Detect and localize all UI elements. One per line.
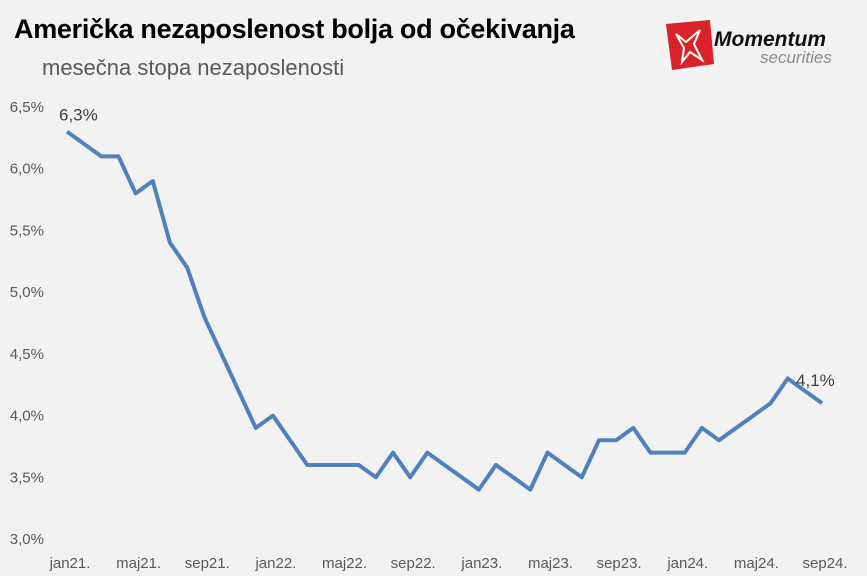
y-tick-label: 3,5% [10, 469, 44, 486]
svg-text:securities: securities [760, 48, 832, 67]
y-tick-label: 5,0% [10, 284, 44, 301]
chart-subtitle: mesečna stopa nezaposlenosti [42, 55, 345, 80]
y-tick-label: 6,0% [10, 161, 44, 178]
x-tick-label: jan24. [666, 555, 708, 572]
data-label: 4,1% [796, 371, 835, 390]
x-tick-label: jan23. [460, 555, 502, 572]
x-tick-label: maj22. [322, 555, 367, 572]
y-tick-label: 6,5% [10, 99, 44, 116]
x-tick-label: jan21. [49, 555, 91, 572]
svg-text:Momentum: Momentum [714, 28, 826, 51]
x-tick-label: maj21. [116, 555, 161, 572]
data-label: 6,3% [59, 106, 98, 125]
chart-title: Američka nezaposlenost bolja od očekivan… [14, 14, 575, 44]
x-tick-label: jan22. [254, 555, 296, 572]
x-tick-label: maj24. [734, 555, 779, 572]
y-tick-label: 4,5% [10, 346, 44, 363]
x-tick-label: sep23. [597, 555, 642, 572]
x-tick-label: sep22. [391, 555, 436, 572]
x-tick-label: sep24. [803, 555, 848, 572]
x-tick-label: sep21. [185, 555, 230, 572]
unemployment-series-line [65, 130, 824, 492]
y-tick-label: 3,0% [10, 531, 44, 548]
momentum-securities-logo: Momentum securities [666, 20, 832, 70]
y-tick-label: 4,0% [10, 408, 44, 425]
y-tick-label: 5,5% [10, 222, 44, 239]
x-tick-label: maj23. [528, 555, 573, 572]
